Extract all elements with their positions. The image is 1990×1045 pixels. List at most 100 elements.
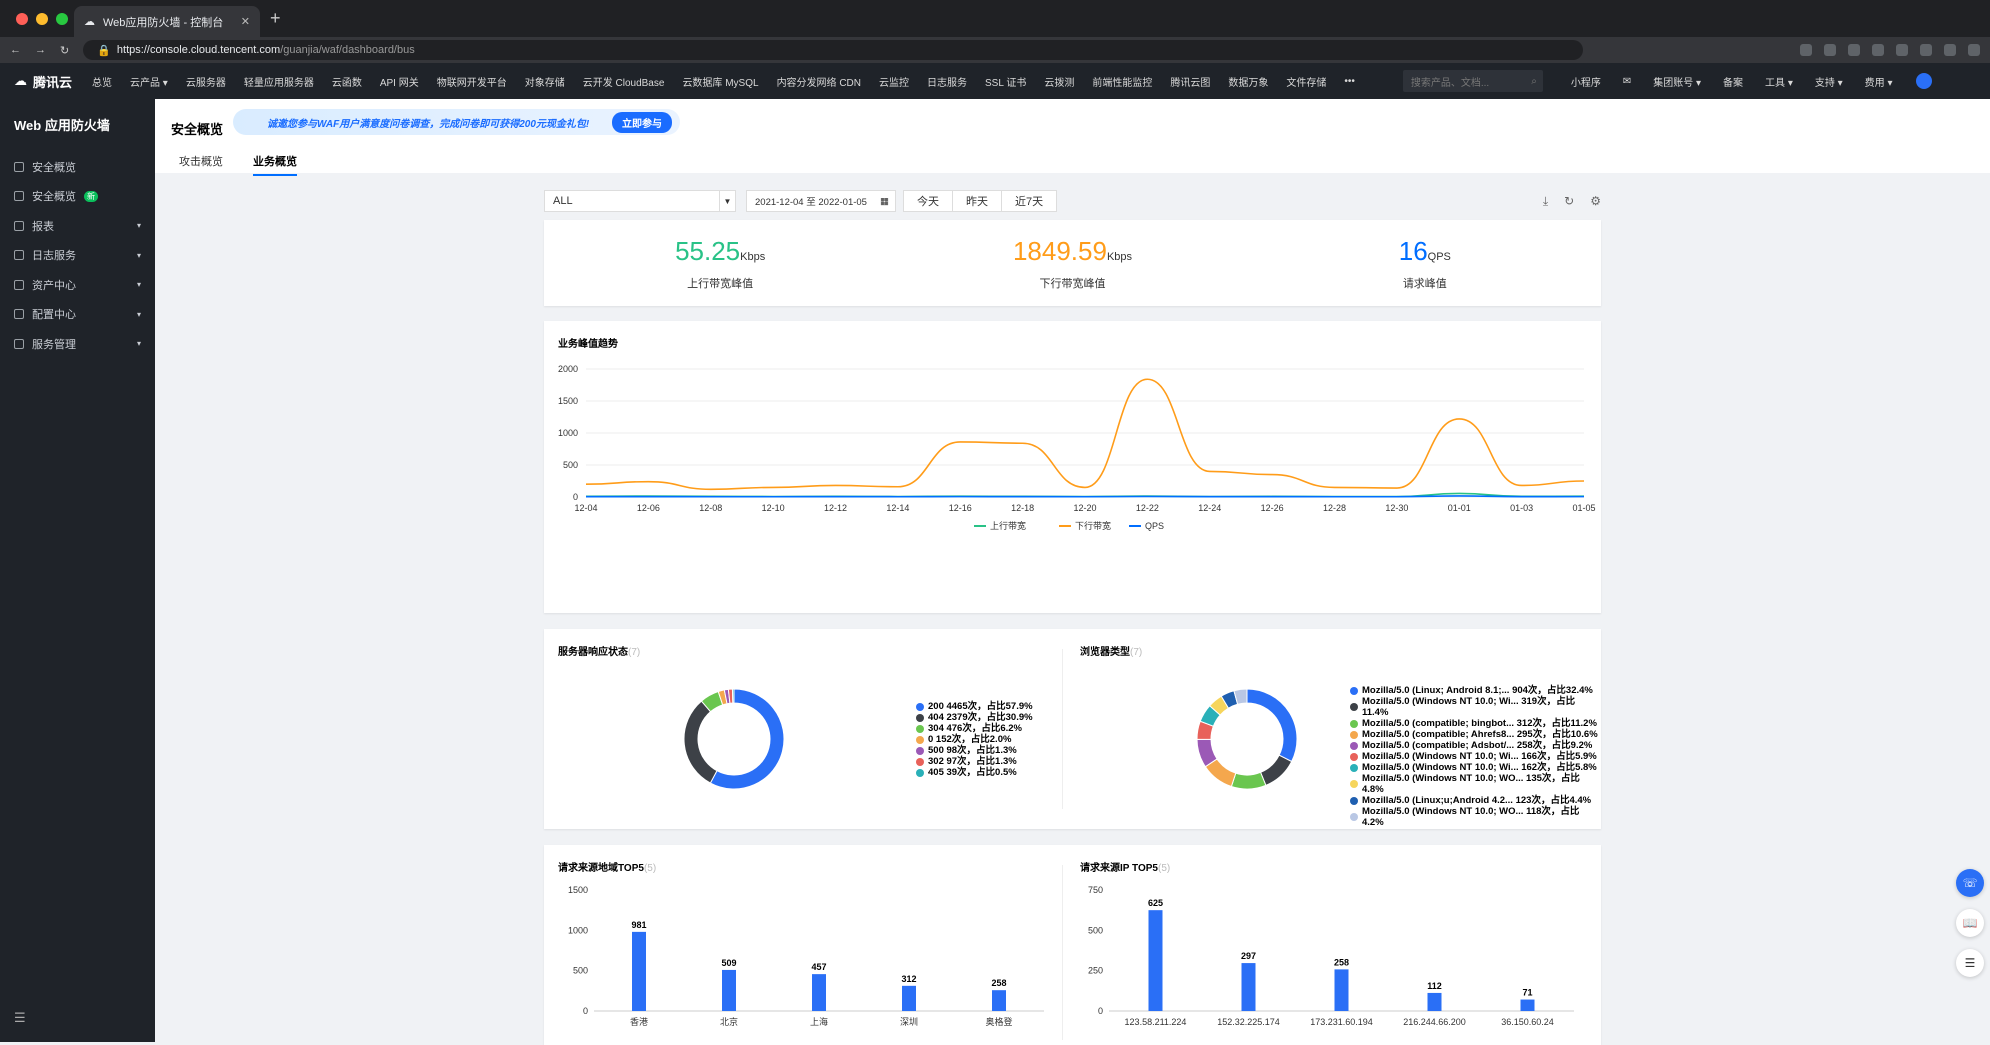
extension-icon[interactable] (1944, 44, 1956, 56)
date-range-picker[interactable]: 2021-12-04 至 2022-01-05 ▦ (746, 190, 896, 212)
close-tab-icon[interactable]: ✕ (240, 16, 250, 28)
reload-icon[interactable]: ↻ (60, 44, 70, 57)
domain-select[interactable]: ALL ▼ (544, 190, 736, 212)
docs-book-icon[interactable]: 📖 (1956, 909, 1984, 937)
collapse-sidebar-icon[interactable]: ☰ (14, 1010, 26, 1025)
extension-icon[interactable] (1848, 44, 1860, 56)
download-icon[interactable]: ⤓ (1542, 193, 1549, 208)
list-menu-icon[interactable]: ☰ (1956, 949, 1984, 977)
extension-icon[interactable] (1872, 44, 1884, 56)
legend-item[interactable]: Mozilla/5.0 (Windows NT 10.0; WO... 118次… (1350, 806, 1601, 828)
sidebar-item[interactable]: 服务管理 ▾ (0, 329, 155, 359)
survey-banner[interactable]: 诚邀您参与WAF用户满意度问卷调查，完成问卷即可获得200元现金礼包! 立即参与 (233, 109, 680, 135)
sidebar-item[interactable]: 日志服务 ▾ (0, 241, 155, 271)
legend-item[interactable]: Mozilla/5.0 (compatible; bingbot... 312次… (1350, 718, 1601, 729)
legend-item[interactable]: Mozilla/5.0 (Linux;u;Android 4.2... 123次… (1350, 795, 1601, 806)
nav-item[interactable]: 轻量应用服务器 (243, 77, 314, 89)
nav-item[interactable]: API 网关 (379, 77, 419, 89)
new-tab-button[interactable]: + (270, 8, 281, 28)
brand-logo[interactable]: ☁ 腾讯云 (0, 72, 92, 91)
chevron-down-icon[interactable]: ▾ (136, 280, 141, 290)
extension-icon[interactable] (1920, 44, 1932, 56)
nav-item[interactable]: 云拨测 (1044, 77, 1075, 89)
nav-item[interactable]: 云开发 CloudBase (582, 77, 665, 89)
sidebar-item[interactable]: 配置中心 ▾ (0, 300, 155, 330)
legend-item[interactable]: 304 476次，占比6.2% (916, 723, 1033, 734)
last-7-days-button[interactable]: 近7天 (1001, 190, 1058, 212)
legend-swatch (916, 724, 924, 733)
tab-attack-overview[interactable]: 攻击概览 (179, 156, 223, 168)
legend-item[interactable]: Mozilla/5.0 (Windows NT 10.0; Wi... 162次… (1350, 762, 1601, 773)
sidebar-item[interactable]: 安全概览 (0, 152, 155, 182)
nav-item[interactable]: 腾讯云图 (1170, 77, 1211, 89)
chevron-down-icon[interactable]: ▾ (136, 339, 141, 349)
nav-item[interactable]: 日志服务 (927, 77, 968, 89)
legend-item[interactable]: 200 4465次，占比57.9% (916, 701, 1033, 712)
sidebar-item[interactable]: 安全概览新 (0, 182, 155, 212)
legend-item[interactable]: Mozilla/5.0 (compatible; Ahrefs8... 295次… (1350, 729, 1601, 740)
settings-gear-icon[interactable]: ⚙ (1590, 193, 1601, 208)
x-tick-label: 216.244.66.200 (1403, 1017, 1466, 1027)
address-bar[interactable]: 🔒 https://console.cloud.tencent.com/guan… (83, 40, 1584, 60)
search-icon[interactable]: ⌕ (1531, 75, 1537, 87)
product-search-input[interactable]: 搜索产品、文档... ⌕ (1402, 70, 1543, 92)
today-button[interactable]: 今天 (903, 190, 953, 212)
window-controls[interactable] (16, 13, 68, 25)
tab-business-overview[interactable]: 业务概览 (253, 153, 297, 176)
cloud-logo-icon: ☁ (14, 73, 27, 88)
legend-item[interactable]: 404 2379次，占比30.9% (916, 712, 1033, 723)
yesterday-button[interactable]: 昨天 (952, 190, 1002, 212)
nav-item[interactable]: 云函数 (331, 77, 362, 89)
nav-item[interactable]: SSL 证书 (985, 77, 1027, 89)
support-chat-icon[interactable]: ☏ (1956, 869, 1984, 897)
console-top-nav: ☁ 腾讯云 总览 云产品 ▾ 云服务器 轻量应用服务器 云函数 API 网关 物联网开发平台… (0, 63, 1990, 99)
extension-icon[interactable] (1968, 44, 1980, 56)
refresh-icon[interactable]: ↻ (1564, 193, 1575, 208)
browser-tab[interactable]: ☁ Web应用防火墙 - 控制台 ✕ (74, 6, 260, 37)
legend-item[interactable]: 500 98次，占比1.3% (916, 745, 1033, 756)
close-window-button[interactable] (16, 13, 28, 25)
chevron-down-icon[interactable]: ▾ (136, 221, 141, 231)
maximize-window-button[interactable] (56, 13, 68, 25)
minimize-window-button[interactable] (36, 13, 48, 25)
nav-item[interactable]: 文件存储 (1286, 77, 1327, 89)
nav-item[interactable]: 内容分发网络 CDN (776, 77, 862, 89)
account-nav-item[interactable]: 小程序 (1570, 77, 1601, 89)
back-icon[interactable]: ← (10, 44, 21, 56)
extension-icon[interactable] (1800, 44, 1812, 56)
nav-item[interactable]: 云监控 (879, 77, 910, 89)
nav-item[interactable]: 云服务器 (185, 77, 226, 89)
legend-item[interactable]: Mozilla/5.0 (compatible; Adsbot/... 258次… (1350, 740, 1601, 751)
legend-item[interactable]: Mozilla/5.0 (Windows NT 10.0; Wi... 319次… (1350, 696, 1601, 718)
nav-item[interactable]: 对象存储 (524, 77, 565, 89)
nav-item[interactable]: 物联网开发平台 (436, 77, 507, 89)
legend-item[interactable]: Mozilla/5.0 (Linux; Android 8.1;... 904次… (1350, 685, 1601, 696)
chevron-down-icon[interactable]: ▾ (136, 250, 141, 260)
account-nav-item[interactable]: 支持 ▾ (1814, 77, 1843, 89)
chevron-down-icon[interactable]: ▾ (136, 309, 141, 319)
nav-item[interactable]: 云产品 ▾ (130, 77, 168, 89)
sidebar-item[interactable]: 报表 ▾ (0, 211, 155, 241)
account-nav-item[interactable]: 工具 ▾ (1765, 77, 1793, 89)
sidebar-item[interactable]: 资产中心 ▾ (0, 270, 155, 300)
brand-name: 腾讯云 (33, 74, 73, 90)
extension-icon[interactable] (1896, 44, 1908, 56)
join-survey-button[interactable]: 立即参与 (612, 111, 672, 133)
nav-item[interactable]: 云数据库 MySQL (682, 77, 759, 89)
account-nav-item[interactable]: 集团账号 ▾ (1653, 77, 1702, 89)
legend-item[interactable]: 302 97次，占比1.3% (916, 756, 1033, 767)
account-nav-item[interactable]: 备案 (1723, 77, 1744, 89)
nav-item[interactable]: ••• (1344, 75, 1355, 87)
forward-icon[interactable]: → (35, 44, 46, 56)
extension-icon[interactable] (1824, 44, 1836, 56)
nav-item[interactable]: 前端性能监控 (1092, 77, 1153, 89)
nav-item[interactable]: 总览 (92, 77, 113, 89)
legend-item[interactable]: Mozilla/5.0 (Windows NT 10.0; Wi... 166次… (1350, 751, 1601, 762)
avatar[interactable] (1916, 73, 1933, 89)
nav-item[interactable]: 数据万象 (1228, 77, 1269, 89)
account-nav-item[interactable]: 费用 ▾ (1864, 77, 1893, 89)
legend-item[interactable]: 0 152次，占比2.0% (916, 734, 1033, 745)
legend-item[interactable]: 405 39次，占比0.5% (916, 767, 1033, 778)
account-nav-item[interactable]: ✉ (1622, 75, 1632, 87)
legend-item[interactable]: Mozilla/5.0 (Windows NT 10.0; WO... 135次… (1350, 773, 1601, 795)
